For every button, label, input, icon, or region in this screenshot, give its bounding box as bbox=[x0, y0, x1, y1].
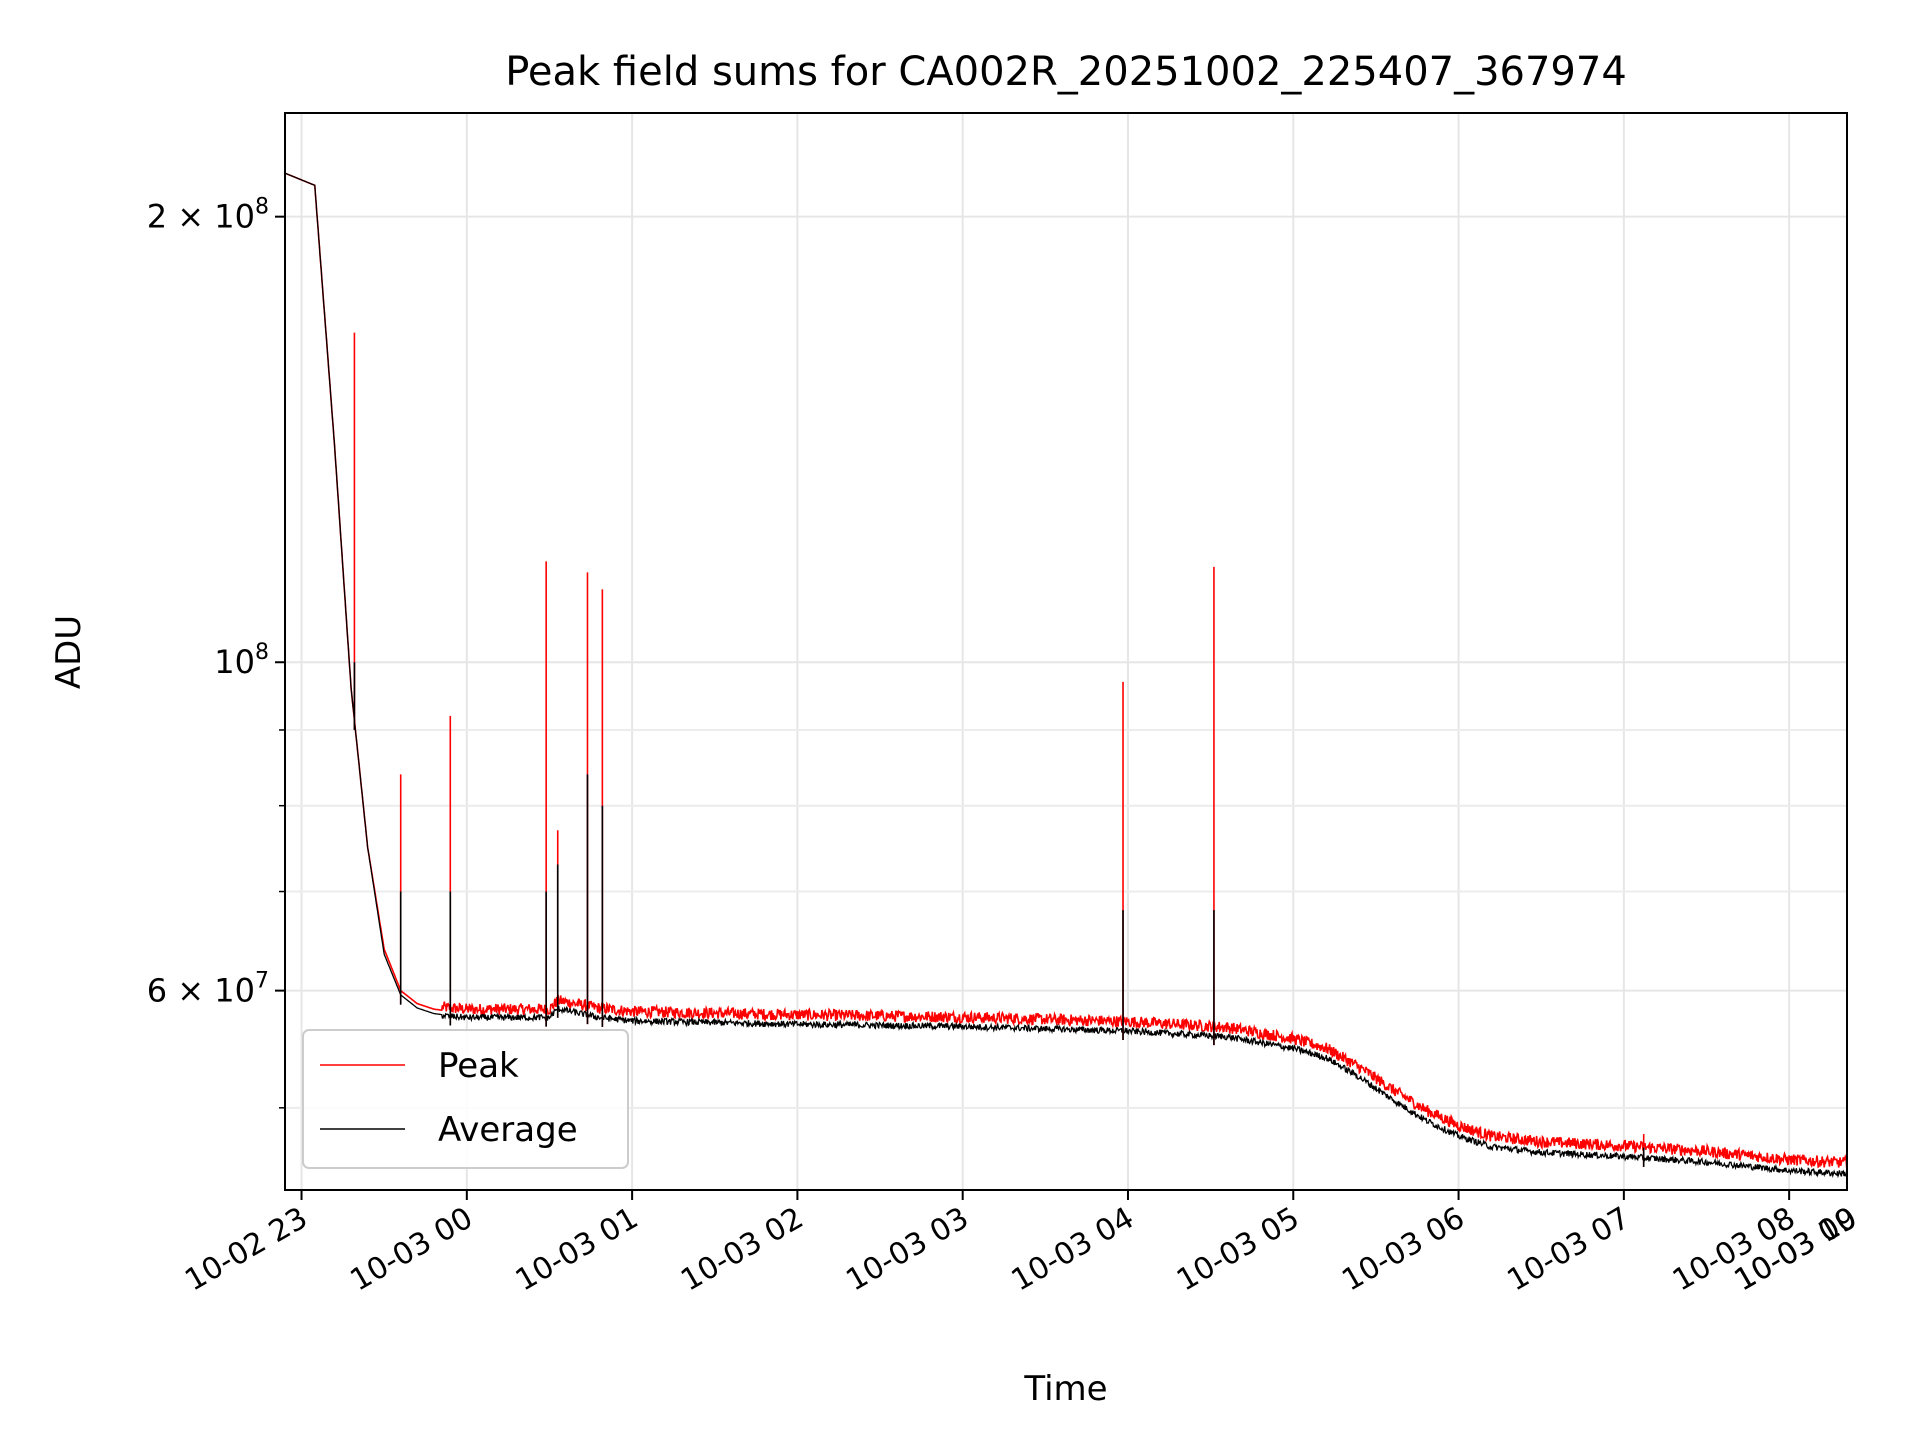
series-lines bbox=[285, 172, 1847, 1179]
y-tick-label: 108 bbox=[214, 640, 269, 681]
y-tick-exponent: 7 bbox=[255, 969, 269, 994]
series-line-peak bbox=[285, 172, 1847, 1170]
y-tick-mantissa: 6 × 10 bbox=[147, 972, 255, 1010]
grid-lines bbox=[285, 113, 1847, 1190]
chart-title: Peak field sums for CA002R_20251002_2254… bbox=[505, 49, 1627, 95]
legend-label-peak: Peak bbox=[438, 1046, 519, 1086]
y-tick-mantissa: 10 bbox=[214, 643, 255, 681]
y-tick-label: 2 × 108 bbox=[147, 195, 269, 236]
x-axis-label: Time bbox=[1023, 1369, 1107, 1409]
y-tick-exponent: 8 bbox=[255, 195, 269, 220]
legend-label-average: Average bbox=[438, 1110, 578, 1150]
y-tick-exponent: 8 bbox=[255, 640, 269, 665]
y-axis-label: ADU bbox=[49, 615, 89, 689]
series-line-average bbox=[285, 172, 1847, 1179]
legend: Peak Average bbox=[302, 1029, 629, 1169]
y-tick-mantissa: 2 × 10 bbox=[147, 198, 255, 236]
plot-frame bbox=[284, 112, 1848, 1191]
y-tick-label: 6 × 107 bbox=[147, 969, 269, 1010]
